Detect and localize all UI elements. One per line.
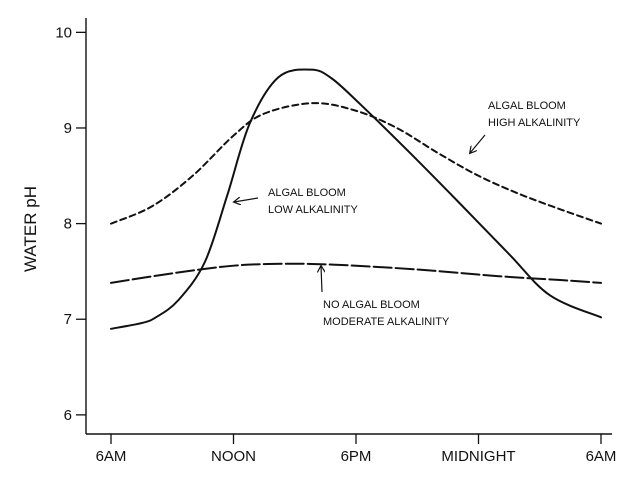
y-axis-title: WATER pH (21, 186, 40, 272)
x-tick-label-4: 6AM (586, 448, 617, 465)
series-line-2 (110, 262, 602, 284)
high-alkalinity-label-line-1: HIGH ALKALINITY (488, 117, 581, 129)
y-tick-label-3: 9 (64, 120, 72, 137)
y-tick-label-2: 8 (64, 216, 72, 233)
low-alkalinity-label: ALGAL BLOOM LOW ALKALINITY (234, 187, 359, 216)
series-line-0 (110, 102, 602, 225)
moderate-alkalinity-label-line-0: NO ALGAL BLOOM (323, 299, 420, 311)
high-alkalinity-label-arrow (470, 134, 486, 153)
moderate-alkalinity-label-text: NO ALGAL BLOOM MODERATE ALKALINITY (323, 299, 450, 328)
low-alkalinity-label-arrow (234, 198, 259, 202)
x-tick-label-0: 6AM (96, 448, 127, 465)
y-tick-label-1: 7 (64, 311, 72, 328)
moderate-alkalinity-label-line-1: MODERATE ALKALINITY (323, 316, 450, 328)
high-alkalinity-label: ALGAL BLOOM HIGH ALKALINITY (470, 100, 581, 153)
axes-group: 6 7 8 9 10 6AM NOON 6PM MIDNIGHT 6AM (55, 18, 616, 465)
annotations-group: ALGAL BLOOM HIGH ALKALINITY ALGAL BLOOM LOW… (234, 100, 581, 328)
high-alkalinity-label-text: ALGAL BLOOM HIGH ALKALINITY (488, 100, 581, 129)
low-alkalinity-label-text: ALGAL BLOOM LOW ALKALINITY (268, 187, 359, 216)
x-tick-label-2: 6PM (341, 448, 372, 465)
high-alkalinity-label-line-0: ALGAL BLOOM (488, 100, 566, 112)
y-tick-label-0: 6 (64, 407, 72, 424)
series-group (110, 68, 602, 330)
y-tick-label-4: 10 (55, 24, 72, 41)
x-tick-label-3: MIDNIGHT (441, 448, 515, 465)
x-tick-label-1: NOON (211, 448, 256, 465)
series-line-1 (110, 68, 602, 330)
low-alkalinity-label-line-1: LOW ALKALINITY (268, 204, 359, 216)
moderate-alkalinity-label: NO ALGAL BLOOM MODERATE ALKALINITY (321, 266, 450, 328)
moderate-alkalinity-label-arrow (321, 266, 322, 293)
low-alkalinity-label-line-0: ALGAL BLOOM (268, 187, 346, 199)
